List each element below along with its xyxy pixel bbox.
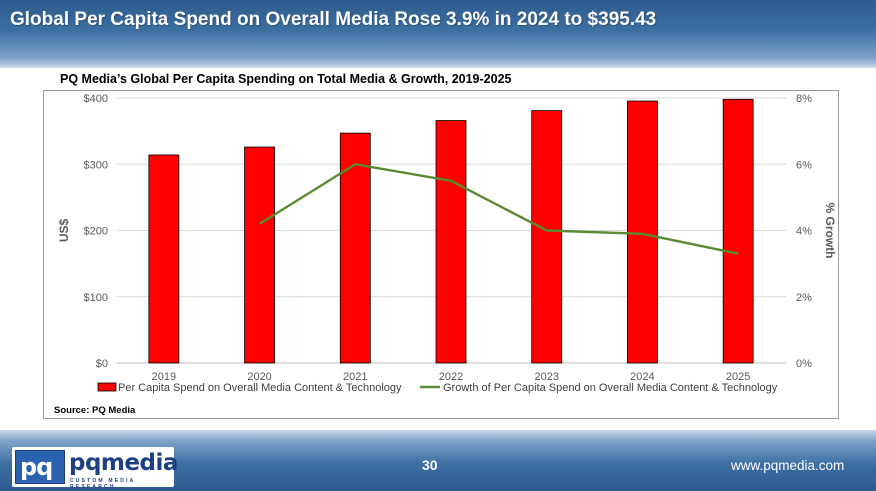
page-number: 30: [422, 457, 438, 473]
x-tick-label: 2021: [343, 371, 367, 383]
y2-tick-label: 8%: [796, 93, 812, 105]
bar: [627, 100, 658, 364]
x-tick-label: 2022: [439, 371, 463, 383]
legend-bar-swatch: [97, 382, 117, 392]
y-axis-title: US$: [57, 219, 71, 243]
y-tick-label: $300: [84, 159, 108, 171]
x-tick-label: 2024: [630, 371, 654, 383]
logo-tagline: CUSTOM MEDIA RESEARCH: [70, 478, 136, 490]
bar: [148, 154, 180, 364]
y2-tick-label: 6%: [796, 159, 812, 171]
growth-line: [258, 163, 739, 255]
pqmedia-logo: pq pqmedia CUSTOM MEDIA RESEARCH: [12, 447, 178, 490]
slide-title: Global Per Capita Spend on Overall Media…: [10, 9, 657, 30]
y-tick-label: $200: [84, 226, 108, 238]
y-tick-label: $0: [96, 358, 108, 370]
bar: [531, 110, 563, 364]
bar: [244, 146, 275, 364]
legend-line-label: Growth of Per Capita Spend on Overall Me…: [443, 382, 778, 394]
logo-wordmark: pqmedia: [69, 450, 178, 476]
chart-svg: $0 0% $100 2% $200 4% $300 6% $400 8% 2019 2020 2021…: [57, 93, 837, 394]
bar: [722, 98, 754, 364]
y2-tick-label: 4%: [796, 226, 812, 238]
y2-tick-label: 2%: [796, 292, 812, 304]
chart-source: Source: PQ Media: [54, 405, 136, 416]
legend-bar-label: Per Capita Spend on Overall Media Conten…: [118, 382, 402, 394]
x-tick-label: 2023: [534, 371, 558, 383]
x-tick-label: 2019: [152, 371, 176, 383]
bar: [339, 132, 371, 364]
logo-mark: pq: [15, 450, 65, 484]
y-tick-label: $100: [84, 292, 108, 304]
y2-axis-title: % Growth: [823, 203, 837, 259]
x-tick-label: 2020: [247, 371, 271, 383]
website-url: www.pqmedia.com: [731, 458, 845, 473]
x-tick-label: 2025: [726, 371, 750, 383]
chart-title: PQ Media’s Global Per Capita Spending on…: [60, 72, 512, 86]
logo-mark-text: pq: [20, 453, 53, 481]
slide-header: Global Per Capita Spend on Overall Media…: [0, 0, 876, 68]
y2-tick-label: 0%: [796, 358, 812, 370]
bar: [435, 120, 467, 364]
y-tick-label: $400: [84, 93, 108, 105]
